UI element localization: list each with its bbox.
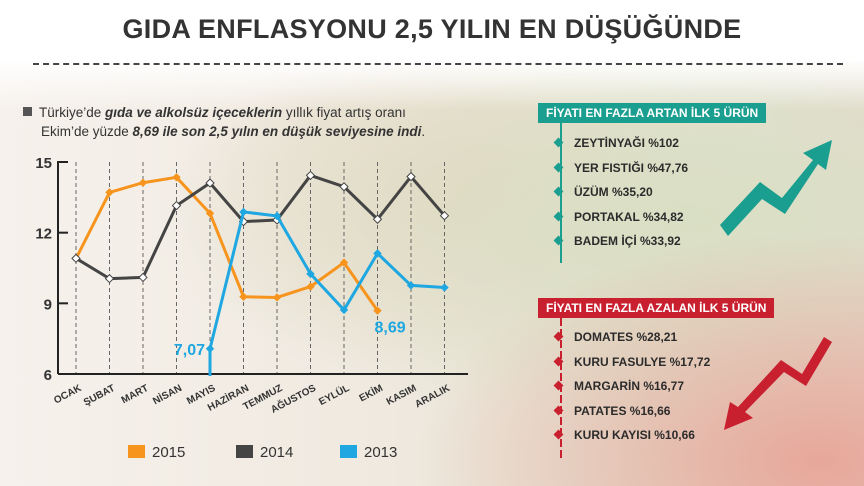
y-tick-label: 9	[44, 296, 52, 313]
data-point	[372, 214, 383, 224]
rising-header: FİYATI EN FAZLA ARTAN İLK 5 ÜRÜN	[538, 103, 767, 123]
data-point	[172, 173, 181, 182]
intro-text-part: Ekim’de yüzde	[41, 124, 133, 139]
list-item: BADEM İÇİ %33,92	[553, 234, 681, 248]
list-item: ZEYTİNYAĞI %102	[553, 136, 679, 150]
data-label: 7,07	[174, 342, 205, 359]
item-label: YER FISTIĞI %47,76	[574, 160, 689, 175]
data-point	[339, 305, 349, 315]
legend-swatch	[236, 445, 253, 458]
item-label: ZEYTİNYAĞI %102	[574, 136, 679, 150]
item-label: PORTAKAL %34,82	[574, 209, 684, 224]
list-item: YER FISTIĞI %47,76	[553, 160, 689, 175]
data-point	[339, 182, 349, 192]
y-tick-label: 12	[35, 226, 52, 243]
data-point	[272, 211, 282, 221]
data-point	[406, 171, 416, 182]
data-point	[71, 253, 81, 264]
data-label: 8,69	[375, 320, 406, 337]
list-item: MARGARİN %16,77	[553, 379, 685, 393]
data-point	[272, 293, 282, 302]
data-point	[239, 292, 248, 301]
intro-text-part: Türkiye’de	[39, 105, 106, 120]
data-point	[205, 178, 215, 188]
data-point	[306, 269, 315, 279]
legend-item-2015: 2015	[128, 444, 185, 461]
legend-label: 2014	[260, 444, 294, 461]
item-label: KURU KAYISI %10,66	[574, 428, 695, 442]
legend-swatch	[340, 445, 357, 458]
bullet-square-icon	[23, 107, 32, 116]
list-item: PORTAKAL %34,82	[553, 209, 684, 224]
falling-header: FİYATI EN FAZLA AZALAN İLK 5 ÜRÜN	[538, 298, 775, 318]
data-point	[439, 210, 450, 221]
legend-item-2014: 2014	[236, 444, 293, 461]
item-label: MARGARİN %16,77	[574, 379, 685, 393]
data-point	[171, 200, 182, 211]
legend-item-2013: 2013	[340, 444, 397, 461]
intro-bold: 8,69 ile son 2,5 yılın en düşük seviyesi…	[132, 124, 422, 139]
item-label: ÜZÜM %35,20	[574, 185, 653, 199]
intro-text-part: .	[421, 124, 426, 139]
list-item: KURU FASULYE %17,72	[553, 354, 711, 369]
data-point	[105, 188, 114, 197]
data-point	[373, 306, 382, 315]
down-arrow-icon	[724, 337, 832, 430]
data-point	[239, 207, 248, 217]
item-label: PATATES %16,66	[574, 403, 671, 418]
y-tick-label: 6	[44, 367, 52, 384]
item-label: BADEM İÇİ %33,92	[574, 234, 681, 248]
data-point	[138, 272, 148, 283]
list-item: DOMATES %28,21	[553, 330, 678, 344]
up-arrow-icon	[720, 140, 832, 236]
data-point	[205, 344, 215, 354]
data-point	[205, 209, 215, 218]
intro-text-part: yıllık fiyat artış oranı	[282, 105, 406, 120]
list-item: ÜZÜM %35,20	[553, 185, 653, 199]
intro-bold: gıda ve alkolsüz içeceklerin	[105, 105, 283, 120]
item-label: DOMATES %28,21	[574, 330, 678, 344]
data-point	[104, 273, 115, 284]
y-tick-label: 15	[35, 155, 52, 172]
data-point	[306, 282, 315, 291]
data-point	[440, 283, 449, 292]
item-label: KURU FASULYE %17,72	[574, 354, 711, 369]
list-item: KURU KAYISI %10,66	[553, 428, 695, 442]
data-point	[406, 281, 416, 290]
intro-text: Türkiye’de gıda ve alkolsüz içeceklerin …	[23, 103, 425, 141]
list-item: PATATES %16,66	[553, 403, 671, 418]
legend-label: 2013	[364, 444, 398, 461]
legend-label: 2015	[152, 444, 186, 461]
series-line-2015	[74, 175, 379, 312]
page-title: GIDA ENFLASYONU 2,5 YILIN EN DÜŞÜĞÜNDE	[122, 14, 742, 44]
data-point	[373, 249, 382, 258]
series-line-2014	[75, 173, 446, 281]
data-point	[138, 178, 148, 187]
data-point	[339, 258, 349, 267]
legend-swatch	[128, 445, 145, 458]
data-point	[305, 170, 316, 181]
title-divider	[33, 63, 843, 65]
falling-line	[560, 318, 562, 458]
